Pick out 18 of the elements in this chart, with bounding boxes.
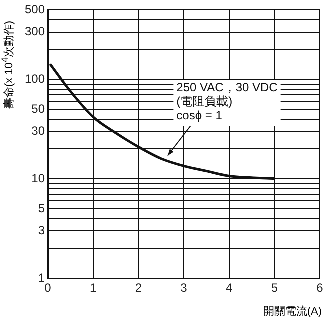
x-tick-label: 0 (44, 281, 52, 296)
y-tick-label: 3 (38, 223, 46, 238)
x-tick-label: 2 (135, 281, 142, 296)
x-tick-label: 1 (90, 281, 98, 296)
x-axis-title: 開關電流(A) (263, 304, 322, 319)
y-tick-label: 30 (32, 124, 46, 138)
y-tick-label: 10 (32, 171, 46, 186)
y-tick-label: 50 (32, 102, 46, 116)
x-tick-label: 6 (316, 281, 324, 296)
x-tick-label: 5 (271, 281, 278, 296)
y-tick-label: 500 (24, 2, 46, 17)
y-tick-label: 5 (38, 201, 46, 216)
x-tick-label: 3 (180, 281, 188, 296)
y-tick-label: 300 (24, 24, 46, 39)
y-tick-label: 100 (24, 72, 46, 86)
y-tick-label: 1 (38, 270, 46, 285)
x-tick-label: 4 (226, 281, 233, 296)
annotation: 250 VAC，30 VDC (電阻負載) cosϕ = 1 (176, 80, 278, 123)
